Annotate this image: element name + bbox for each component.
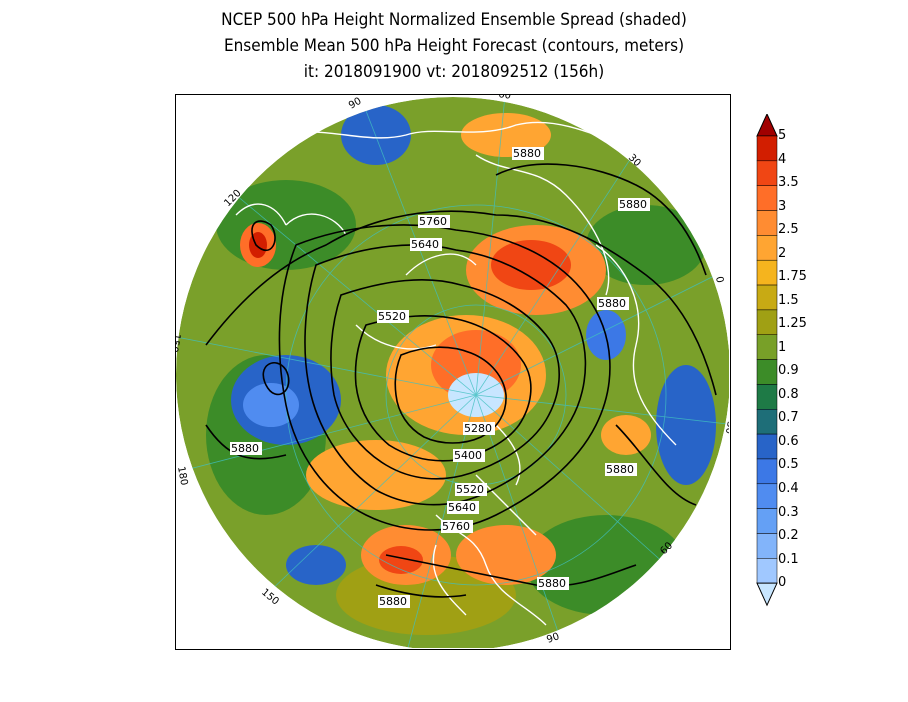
colorbar-tick-label: 1.25 [778,316,807,332]
colorbar-tick-label: 0.7 [778,410,799,426]
spread-patch [586,205,706,285]
colorbar-tick-label: 0.2 [778,528,799,544]
colorbar-bottom-arrow [756,582,778,607]
height-contours [205,163,717,598]
colorbar-tick-label: 0.8 [778,386,799,402]
contour-5760 [278,224,611,531]
contour-label: 5880 [619,198,647,211]
colorbar-swatch [756,558,778,584]
colorbar-tick-label: 5 [778,128,787,143]
colorbar-tick-label: 2 [778,245,787,261]
contour-label: 5880 [538,577,566,590]
spread-patch-blue [286,545,346,585]
contour-label: 5640 [448,501,476,514]
contour-5880-sw [375,584,467,598]
spread-patch-red [379,546,423,574]
contour-label: 5760 [419,215,447,228]
colorbar-tick-label: 3 [778,198,787,214]
colorbar-tick-label: 1.75 [778,269,807,285]
contour-label: 5280 [464,422,492,435]
title-line-2: Ensemble Mean 500 hPa Height Forecast (c… [223,36,685,56]
colorbar-swatch [756,409,778,435]
colorbar-tick-label: 0.3 [778,504,799,520]
contour-label: 5880 [598,297,626,310]
contour-label: 5520 [378,310,406,323]
contour-5880-south [385,554,637,587]
colorbar-swatch [756,359,778,385]
contour-label: 5880 [606,463,634,476]
spread-patch-orange [456,525,556,585]
colorbar-tick-label: 0.4 [778,481,799,497]
contour-label: 5880 [513,147,541,160]
shading-layer [176,97,729,648]
colorbar-swatch [756,135,778,162]
contour-label-group: 5880 5880 5760 5640 5880 5520 5880 5280 … [230,147,650,608]
meridian-label-group: 60 30 0 30 60 90 120 150 180 150 120 90 [176,95,729,648]
contour-5880-north [205,210,717,396]
colorbar-swatch [756,210,778,236]
colorbar-swatch [756,433,778,460]
contour-label: 5880 [379,595,407,608]
colorbar-tick-label: 0 [778,575,787,591]
colorbar-tick-label: 2.5 [778,222,799,238]
contour-label: 5880 [231,442,259,455]
colorbar-swatch [756,284,778,311]
title-line-1: NCEP 500 hPa Height Normalized Ensemble … [221,10,687,30]
contour-label: 5760 [442,520,470,533]
graticule [176,97,729,648]
colorbar-swatch [756,259,778,286]
colorbar-swatch [756,533,778,559]
contour-label: 5520 [456,483,484,496]
contour-5880-east [615,424,697,506]
meridian-label: 90 [545,631,561,646]
colorbar-tick-label: 0.9 [778,363,799,379]
meridian-label: 60 [498,95,512,102]
meridian-label: 150 [259,587,281,608]
meridian-label: 180 [176,466,189,487]
colorbar-tick-label: 1 [778,339,787,355]
contour-5280 [394,346,507,444]
colorbar-swatch [756,309,778,335]
colorbar-swatch [756,185,778,211]
spread-patch-orange [461,113,551,157]
spread-patch-red [491,240,571,290]
spread-patch-blue [341,105,411,165]
contour-5880-ne [495,163,707,276]
colorbar-tick-label: 3.5 [778,175,799,191]
colorbar-tick-label: 0.6 [778,433,799,449]
contour-closed-low [251,220,276,252]
colorbar-legend: 5 4 3.5 3 2.5 2 1.75 1.5 1.25 1 0.9 0.8 0.7 0.6 0.5 0.4… [756,112,816,630]
spread-patch-orange [306,440,446,510]
spread-patch-blue [243,383,299,427]
colorbar-tick-label: 0.5 [778,457,799,473]
map-frame: 5880 5880 5760 5640 5880 5520 5880 5280 … [175,94,731,650]
colorbar [756,112,778,607]
contour-5520 [330,279,560,480]
contour-5400 [354,315,532,462]
colorbar-tick-label: 1.5 [778,292,799,308]
colorbar-swatch [756,160,778,186]
contour-label: 5400 [454,449,482,462]
meridian-label: 150 [176,332,182,353]
polar-stereographic-map: 5880 5880 5760 5640 5880 5520 5880 5280 … [176,95,729,648]
contour-5640 [304,244,587,506]
colorbar-tick-label: 4 [778,151,787,167]
contour-label: 5640 [411,238,439,251]
meridian-label: 0 [713,276,725,284]
colorbar-swatch [756,458,778,485]
coastlines [235,121,677,626]
meridian-label: 30 [723,420,729,434]
colorbar-swatch [756,334,778,360]
colorbar-swatch [756,508,778,534]
spread-patch-blue [656,365,716,485]
colorbar-swatch [756,384,778,410]
colorbar-swatch [756,235,778,261]
colorbar-tick-label: 0.1 [778,551,799,567]
meridian-label: 90 [347,96,364,112]
contour-closed-high [262,362,290,396]
title-line-3: it: 2018091900 vt: 2018092512 (156h) [303,62,605,82]
colorbar-swatch [756,483,778,509]
colorbar-top-arrow [756,112,778,137]
